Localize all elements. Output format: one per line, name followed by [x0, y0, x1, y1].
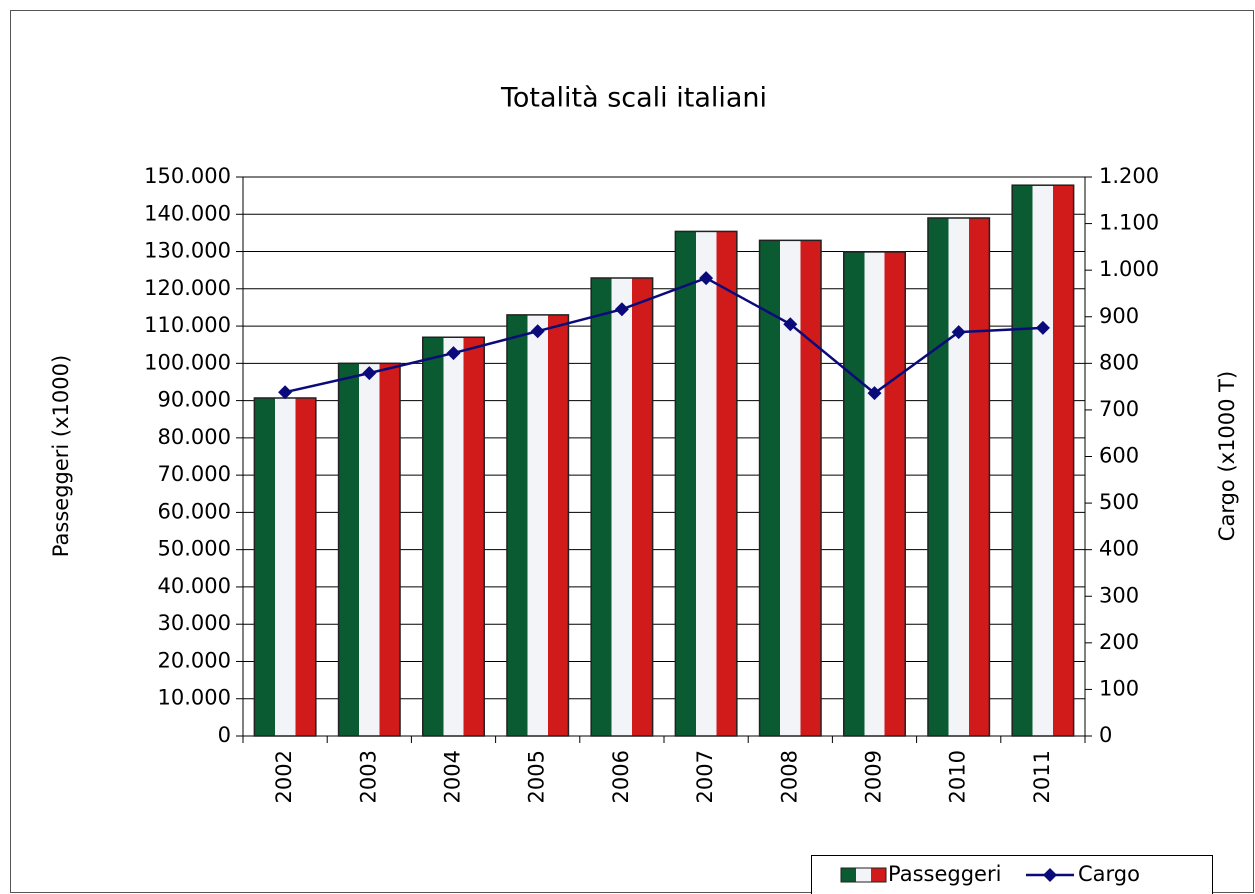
x-tick-label: 2008: [777, 750, 801, 803]
bar: [590, 277, 654, 737]
y-tick-label: 20.000: [158, 648, 231, 672]
y2-tick-label: 600: [1099, 444, 1139, 468]
y-tick-label: 10.000: [158, 686, 231, 710]
x-tick-label: 2004: [441, 750, 465, 803]
marker: [783, 317, 798, 332]
y-tick-label: 60.000: [158, 499, 231, 523]
bar: [253, 397, 317, 737]
x-tick-label: 2006: [609, 750, 633, 803]
y-tick-label: 40.000: [158, 574, 231, 598]
y-tick-label: 130.000: [144, 239, 231, 263]
y-tick-label: 80.000: [158, 425, 231, 449]
y-tick-label: 110.000: [144, 313, 231, 337]
y2-tick-label: 400: [1099, 537, 1139, 561]
y2-tick-label: 900: [1099, 304, 1139, 328]
y-tick-label: 100.000: [144, 350, 231, 374]
marker: [446, 346, 461, 361]
legend-swatch: [840, 867, 887, 883]
y-tick-label: 120.000: [144, 276, 231, 300]
y-tick-label: 0: [218, 723, 231, 747]
y2-tick-label: 300: [1099, 583, 1139, 607]
y2-tick-label: 100: [1099, 676, 1139, 700]
bar: [422, 336, 485, 737]
marker: [1035, 320, 1050, 335]
marker: [614, 302, 629, 317]
x-tick-label: 2005: [525, 750, 549, 803]
legend-label: Cargo: [1078, 862, 1140, 886]
y2-tick-label: 1.200: [1099, 164, 1159, 188]
x-tick-label: 2010: [946, 750, 970, 803]
bar: [843, 251, 906, 737]
x-tick-label: 2009: [862, 750, 886, 803]
bar: [927, 217, 991, 737]
y2-tick-label: 1.000: [1099, 257, 1159, 281]
y-tick-label: 50.000: [158, 537, 231, 561]
legend-marker: [1043, 868, 1057, 882]
y2-axis-label: Cargo (x1000 T): [1215, 371, 1239, 541]
x-tick-label: 2011: [1030, 750, 1054, 803]
y2-tick-label: 500: [1099, 490, 1139, 514]
marker: [699, 271, 714, 286]
legend-label: Passeggeri: [888, 862, 1001, 886]
y2-tick-label: 200: [1099, 630, 1139, 654]
x-tick-label: 2003: [356, 750, 380, 803]
y-tick-label: 150.000: [144, 164, 231, 188]
x-tick-label: 2002: [272, 750, 296, 803]
y2-tick-label: 700: [1099, 397, 1139, 421]
marker: [278, 385, 293, 400]
bar: [758, 239, 822, 737]
y2-tick-label: 800: [1099, 350, 1139, 374]
y-tick-label: 140.000: [144, 201, 231, 225]
marker: [951, 325, 966, 340]
y-tick-label: 70.000: [158, 462, 231, 486]
y-tick-label: 90.000: [158, 388, 231, 412]
marker: [867, 386, 882, 401]
x-tick-label: 2007: [693, 750, 717, 803]
y2-tick-label: 0: [1099, 723, 1112, 747]
bar: [337, 362, 401, 737]
line: [284, 276, 1043, 395]
marker: [362, 366, 377, 381]
marker: [530, 324, 545, 339]
chart-title: Totalità scali italiani: [500, 83, 767, 114]
y2-tick-label: 1.100: [1099, 211, 1159, 235]
y-tick-label: 30.000: [158, 611, 231, 635]
bar: [1011, 184, 1075, 737]
bar: [506, 314, 570, 737]
bar: [674, 230, 738, 737]
y-axis-label: Passeggeri (x1000): [49, 355, 73, 557]
